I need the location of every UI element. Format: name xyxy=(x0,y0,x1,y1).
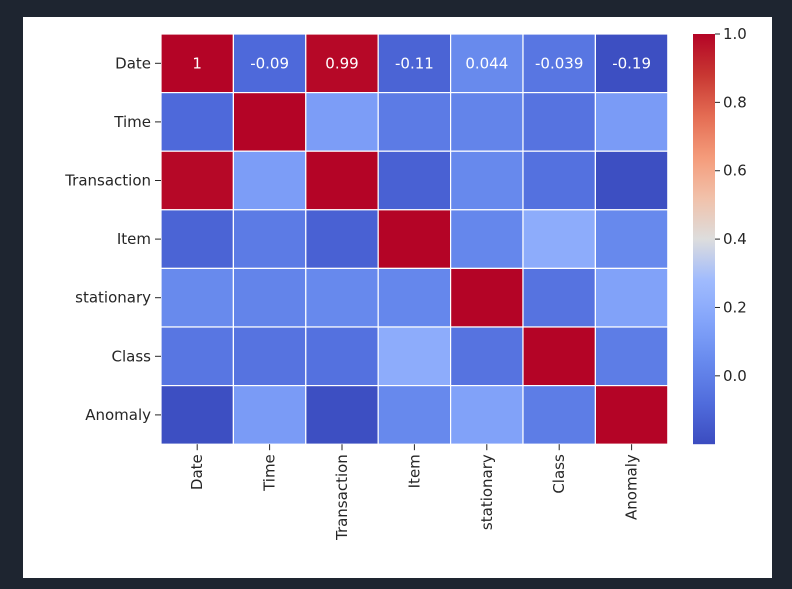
heatmap-cell-Class-stationary xyxy=(450,326,524,387)
heatmap-cell-Item-Date xyxy=(160,209,235,270)
heatmap-cell-Transaction-Item xyxy=(377,150,452,211)
correlation-heatmap: 1 -0.09 0.99 -0.11 0.044 -0.039 -0.19 Date Time… xyxy=(64,25,747,541)
cell-annotation-stationary: 0.044 xyxy=(465,54,508,72)
colorbar-tick-label-1.0: 1.0 xyxy=(723,25,747,43)
y-tick-label-Time: Time xyxy=(113,113,151,131)
heatmap-cell-Class-Transaction xyxy=(305,326,379,387)
x-tick-label-Anomaly: Anomaly xyxy=(623,454,641,520)
heatmap-cell-stationary-Time xyxy=(232,267,307,328)
cell-annotation-Anomaly: -0.19 xyxy=(612,54,651,72)
heatmap-cell-Item-Anomaly xyxy=(594,209,669,270)
heatmap-cell-Class-Date xyxy=(160,326,235,387)
heatmap-cell-Time-Time xyxy=(232,91,307,152)
cell-annotation-Class: -0.039 xyxy=(535,54,583,72)
heatmap-cell-Anomaly-Transaction xyxy=(305,385,379,445)
x-tick-label-Class: Class xyxy=(550,454,568,494)
x-tick-label-Time: Time xyxy=(261,454,279,492)
heatmap-cell-Transaction-Transaction xyxy=(305,150,379,211)
cell-annotation-Date: 1 xyxy=(192,54,202,72)
heatmap-cell-Time-Anomaly xyxy=(594,91,669,152)
heatmap-cell-Anomaly-Anomaly xyxy=(594,385,669,445)
heatmap-cell-Item-Item xyxy=(377,209,452,270)
y-tick-label-Transaction: Transaction xyxy=(64,172,151,190)
cell-annotation-Item: -0.11 xyxy=(395,54,434,72)
heatmap-cell-Item-Time xyxy=(232,209,307,270)
heatmap-cell-stationary-stationary xyxy=(450,267,524,328)
heatmap-cell-Class-Anomaly xyxy=(594,326,669,387)
heatmap-cell-Time-Item xyxy=(377,91,452,152)
heatmap-cell-Item-Transaction xyxy=(305,209,379,270)
heatmap-cell-stationary-Item xyxy=(377,267,452,328)
colorbar-tick-label-0.0: 0.0 xyxy=(723,367,747,385)
x-tick-label-Item: Item xyxy=(405,454,423,488)
chart-frame: 1 -0.09 0.99 -0.11 0.044 -0.039 -0.19 Date Time… xyxy=(23,17,772,578)
heatmap-cell-Anomaly-Date xyxy=(160,385,235,445)
heatmap-cell-Item-stationary xyxy=(450,209,524,270)
heatmap-cell-Transaction-Class xyxy=(522,150,597,211)
heatmap-cell-Transaction-Anomaly xyxy=(594,150,669,211)
colorbar xyxy=(693,34,715,445)
heatmap-cell-Date-Class xyxy=(522,33,597,94)
heatmap-cell-Time-Date xyxy=(160,91,235,152)
colorbar-tick-label-0.2: 0.2 xyxy=(723,298,747,316)
cell-annotation-Transaction: 0.99 xyxy=(325,54,358,72)
colorbar-tick-label-0.8: 0.8 xyxy=(723,93,747,111)
heatmap-cell-stationary-Anomaly xyxy=(594,267,669,328)
heatmap-cell-Date-Transaction xyxy=(305,33,379,94)
heatmap-cell-Date-Date xyxy=(160,33,235,94)
colorbar-tick-label-0.6: 0.6 xyxy=(723,162,747,180)
y-tick-label-Date: Date xyxy=(115,54,151,72)
heatmap-cell-Time-Transaction xyxy=(305,91,379,152)
heatmap-cell-Class-Item xyxy=(377,326,452,387)
y-tick-label-stationary: stationary xyxy=(75,289,151,307)
x-tick-label-Date: Date xyxy=(188,454,206,490)
heatmap-cell-Transaction-Time xyxy=(232,150,307,211)
heatmap-cell-Time-Class xyxy=(522,91,597,152)
colorbar-tick-label-0.4: 0.4 xyxy=(723,230,747,248)
heatmap-cell-stationary-Transaction xyxy=(305,267,379,328)
heatmap-cell-stationary-Date xyxy=(160,267,235,328)
heatmap-cell-stationary-Class xyxy=(522,267,597,328)
heatmap-cell-Class-Class xyxy=(522,326,597,387)
x-tick-label-Transaction: Transaction xyxy=(333,454,351,541)
heatmap-cell-Anomaly-Class xyxy=(522,385,597,445)
heatmap-cell-Item-Class xyxy=(522,209,597,270)
heatmap-cell-Anomaly-Time xyxy=(232,385,307,445)
heatmap-cell-Date-Time xyxy=(232,33,307,94)
x-tick-label-stationary: stationary xyxy=(478,454,496,530)
heatmap-cell-Transaction-Date xyxy=(160,150,235,211)
heatmap-cell-Transaction-stationary xyxy=(450,150,524,211)
y-tick-label-Anomaly: Anomaly xyxy=(85,406,151,424)
heatmap-cell-Class-Time xyxy=(232,326,307,387)
heatmap-cell-Time-stationary xyxy=(450,91,524,152)
heatmap-cell-Anomaly-stationary xyxy=(450,385,524,445)
y-tick-label-Class: Class xyxy=(112,347,152,365)
cell-annotation-Time: -0.09 xyxy=(250,54,289,72)
y-tick-label-Item: Item xyxy=(117,230,151,248)
heatmap-cell-Anomaly-Item xyxy=(377,385,452,445)
